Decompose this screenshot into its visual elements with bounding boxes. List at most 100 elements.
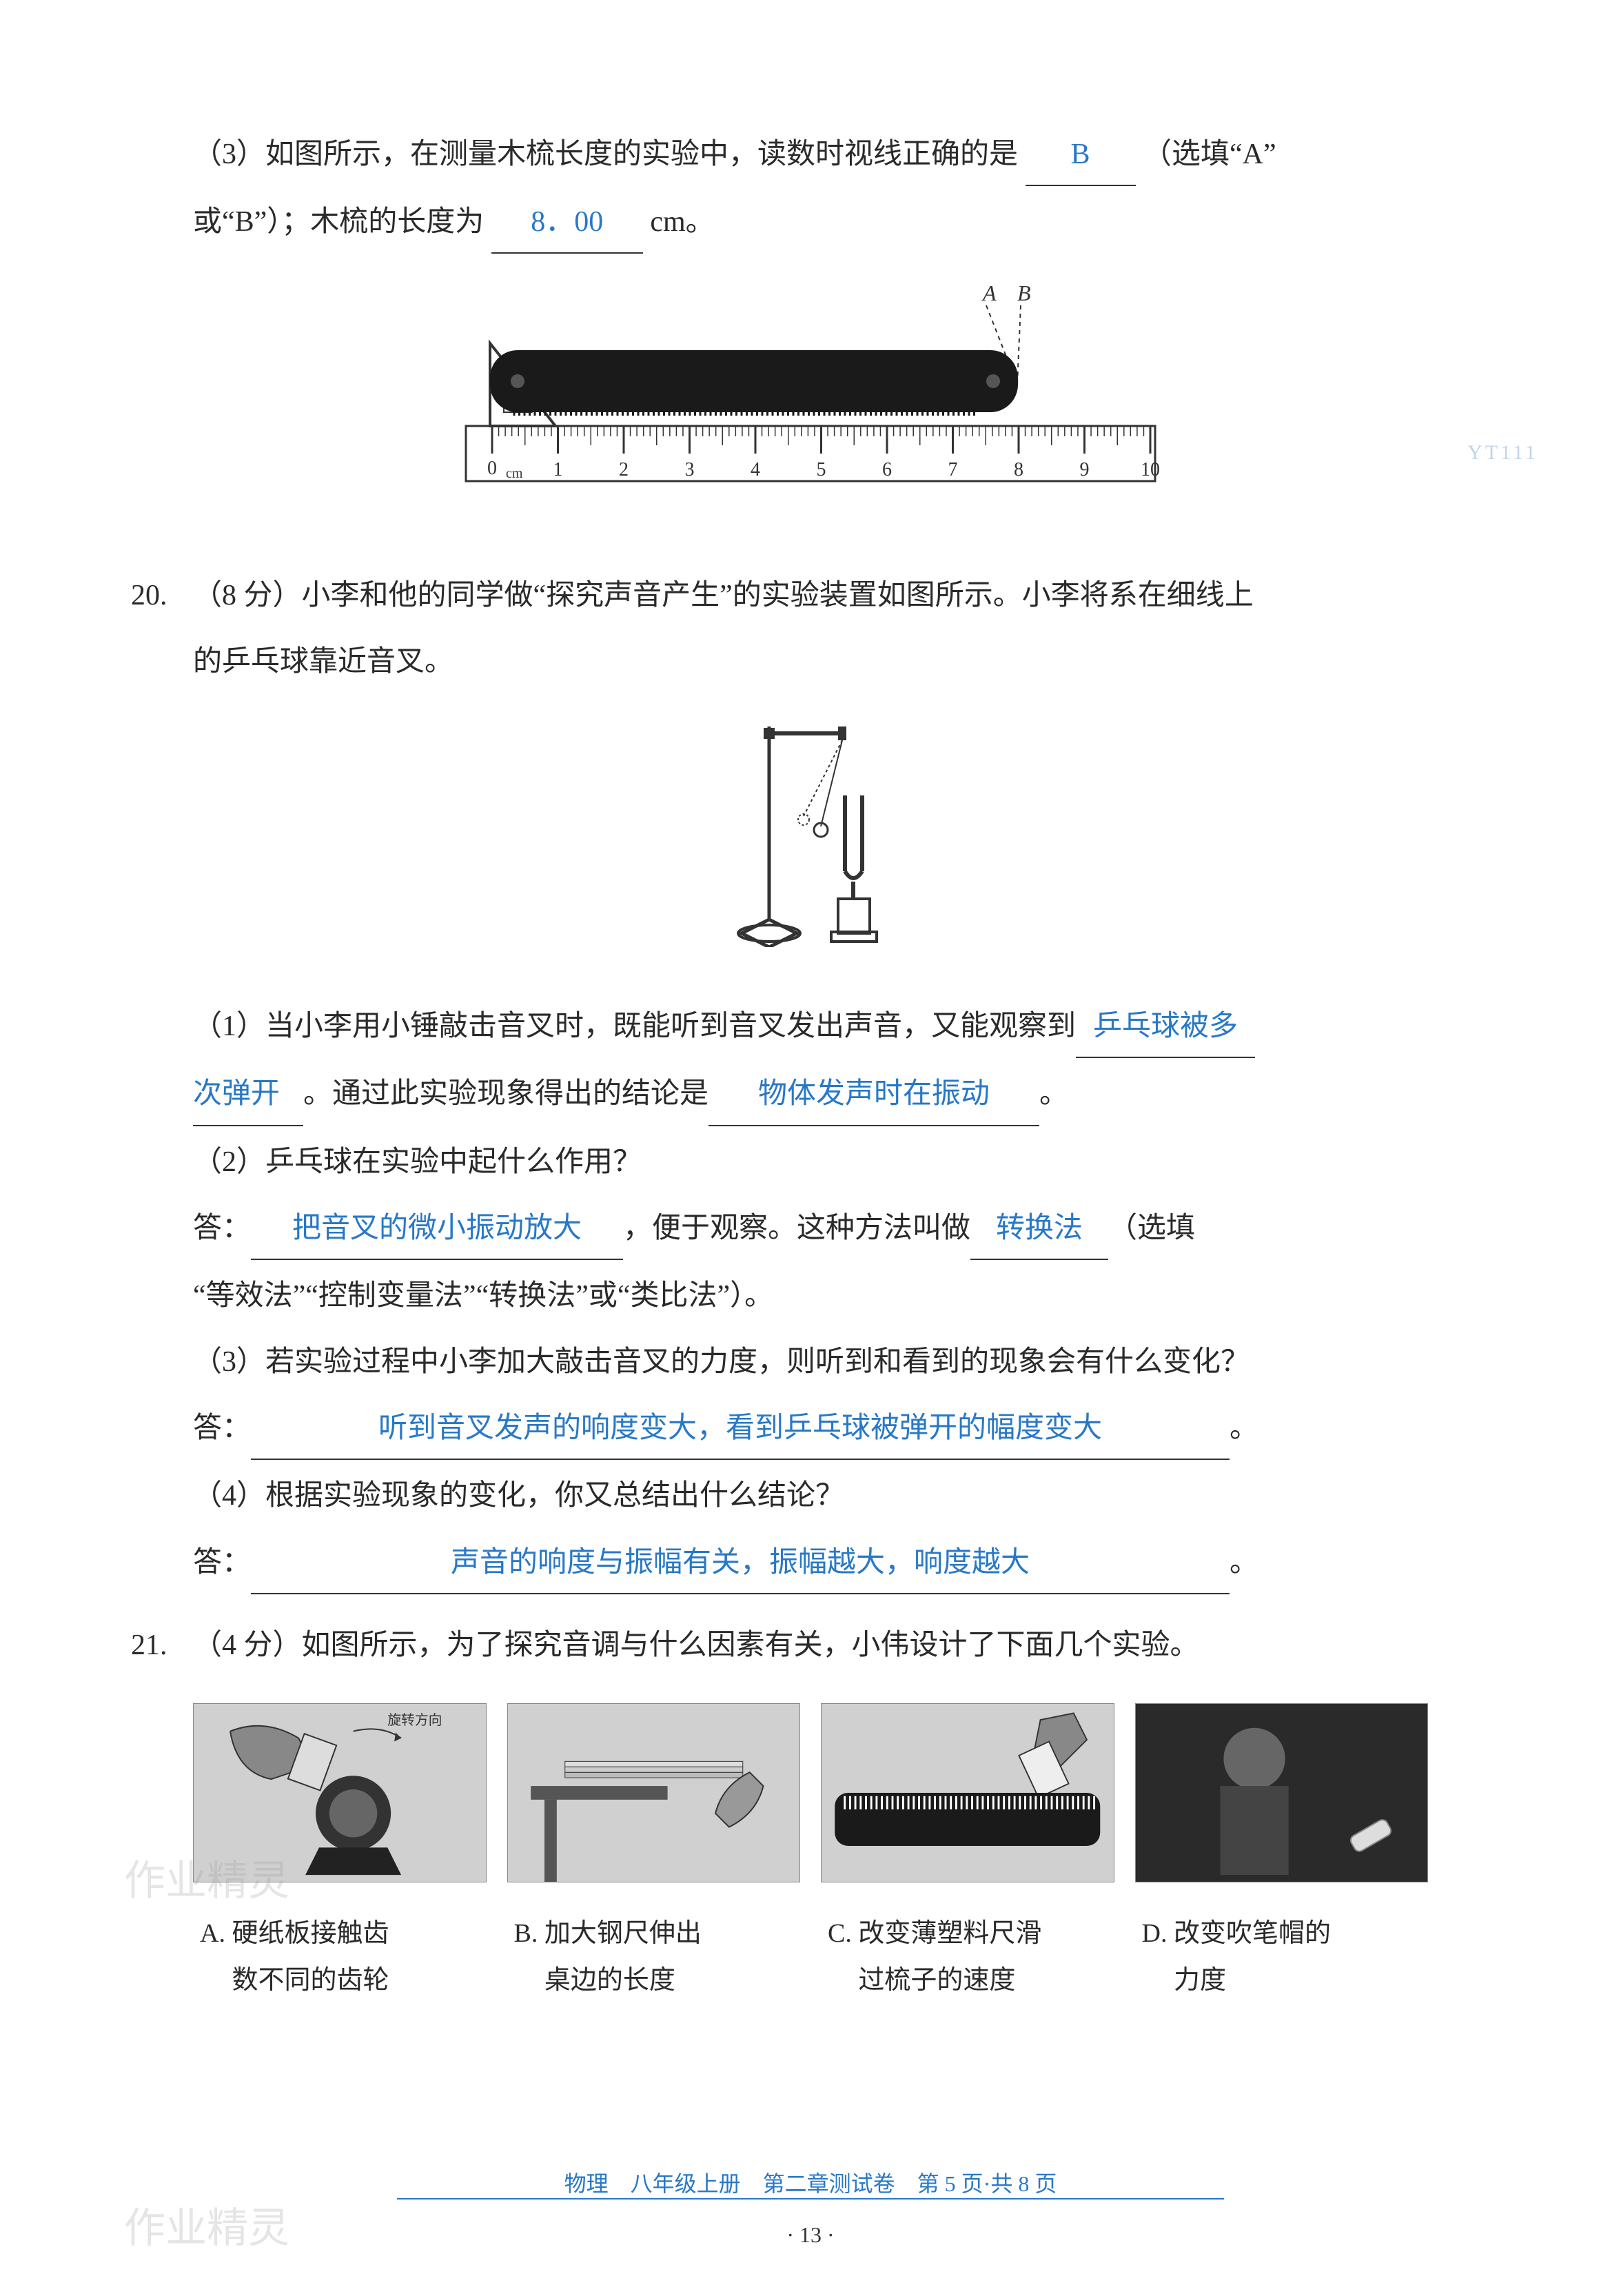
svg-text:1: 1 [553, 459, 563, 480]
q20-p2: （2）乒乓球在实验中起什么作用？ [193, 1132, 1428, 1192]
q20-p4-after: 。 [1230, 1547, 1258, 1578]
tuning-fork-svg [721, 713, 900, 947]
svg-text:8: 8 [1014, 459, 1023, 480]
exp-d-l1: 改变吹笔帽的 [1174, 1919, 1331, 1948]
q19-3-text-mid: （选填“A” [1143, 139, 1276, 170]
exp-b-img [507, 1703, 801, 1882]
svg-text:4: 4 [751, 459, 760, 480]
exp-c-l1: 改变薄塑料尺滑 [858, 1919, 1041, 1948]
exp-a-l2: 数不同的齿轮 [232, 1966, 389, 1995]
q21-intro-text: 如图所示，为了探究音调与什么因素有关，小伟设计了下面几个实验。 [302, 1629, 1199, 1661]
q20-p2-mid: ，便于观察。这种方法叫做 [623, 1212, 970, 1244]
exp-a-key: A. [200, 1919, 225, 1948]
footer-line [397, 2198, 1224, 2200]
q19-3-answer2: 8．00 [491, 192, 643, 254]
experiment-images: 旋转方向 [193, 1703, 1428, 1896]
q20-p3-ans-line: 答：听到音叉发声的响度变大，看到乒乓球被弹开的幅度变大。 [193, 1398, 1428, 1460]
q20-p4: （4）根据实验现象的变化，你又总结出什么结论？ [193, 1465, 1428, 1526]
exp-b [507, 1703, 801, 1896]
q20-intro-line1: 20.（8 分）小李和他的同学做“探究声音产生”的实验装置如图所示。小李将系在细… [193, 565, 1428, 626]
svg-text:9: 9 [1080, 459, 1090, 480]
ruler-svg: A B 1 2 3 4 5 6 7 8 9 10 0 cm [452, 281, 1169, 502]
exp-a-l1: 硬纸板接触齿 [232, 1919, 389, 1948]
q19-3: （3）如图所示，在测量木梳长度的实验中，读数时视线正确的是 B （选填“A” 或… [193, 124, 1428, 254]
exp-d-img [1135, 1703, 1429, 1882]
watermark-1: 作业精灵 [124, 1847, 289, 1907]
q20-p3-ans-label: 答： [193, 1412, 251, 1444]
q20-intro1: 小李和他的同学做“探究声音产生”的实验装置如图所示。小李将系在细线上 [302, 580, 1254, 611]
experiment-labels: A. 硬纸板接触齿 A. 数不同的齿轮 B. 加大钢尺伸出 B. 桌边的长度 C… [193, 1910, 1428, 2004]
q20: 20.（8 分）小李和他的同学做“探究声音产生”的实验装置如图所示。小李将系在细… [193, 565, 1428, 1594]
q20-points: （8 分） [193, 580, 302, 611]
q20-p3-after: 。 [1230, 1412, 1258, 1444]
exp-b-l2: 桌边的长度 [544, 1966, 675, 1995]
q20-p2-ans2: 转换法 [970, 1198, 1108, 1260]
q20-p4-ans-label: 答： [193, 1547, 251, 1578]
q19-3-line2: 或“B”）；木梳的长度为 8．00 cm。 [193, 192, 1428, 254]
q19-3-answer1: B [1026, 124, 1136, 186]
svg-text:7: 7 [948, 459, 958, 480]
svg-text:A: A [981, 281, 997, 305]
q21: 21.（4 分）如图所示，为了探究音调与什么因素有关，小伟设计了下面几个实验。 … [193, 1615, 1428, 2004]
svg-text:cm: cm [506, 466, 523, 481]
q20-p1-mid: 。通过此实验现象得出的结论是 [303, 1078, 708, 1110]
q19-3-line2-before: 或“B”）；木梳的长度为 [193, 206, 484, 238]
exp-c-key: C. [828, 1919, 852, 1948]
q19-3-text-before: （3）如图所示，在测量木梳长度的实验中，读数时视线正确的是 [193, 139, 1018, 170]
exp-d-l2: 力度 [1174, 1966, 1226, 1995]
q20-p4-text: （4）根据实验现象的变化，你又总结出什么结论？ [193, 1480, 844, 1512]
svg-text:3: 3 [685, 459, 695, 480]
q19-3-unit: cm。 [650, 206, 714, 238]
side-mark: YT111 [1467, 441, 1538, 465]
exp-c-l2: 过梳子的速度 [858, 1966, 1015, 1995]
q20-p1-line1: （1）当小李用小锤敲击音叉时，既能听到音叉发出声音，又能观察到乒乓球被多 [193, 996, 1428, 1058]
svg-text:B: B [1017, 281, 1031, 305]
q20-intro2: 的乒乓球靠近音叉。 [193, 646, 453, 678]
q20-p2-after: （选填 [1108, 1212, 1195, 1244]
exp-b-key: B. [514, 1919, 538, 1948]
svg-text:5: 5 [817, 459, 826, 480]
exp-c-img [821, 1703, 1114, 1882]
document-content: （3）如图所示，在测量木梳长度的实验中，读数时视线正确的是 B （选填“A” 或… [193, 124, 1428, 2004]
q20-p3-text: （3）若实验过程中小李加大敲击音叉的力度，则听到和看到的现象会有什么变化？ [193, 1346, 1250, 1378]
svg-text:10: 10 [1141, 459, 1160, 480]
q20-p2-text: （2）乒乓球在实验中起什么作用？ [193, 1146, 642, 1178]
q20-p1-ans1: 乒乓球被多 [1076, 996, 1255, 1058]
footer: 物理 八年级上册 第二章测试卷 第 5 页·共 8 页 [0, 2166, 1621, 2206]
q20-p2-ans: 把音叉的微小振动放大 [251, 1198, 623, 1260]
q20-p2-ans-label: 答： [193, 1212, 251, 1244]
q20-num: 20. [131, 565, 193, 626]
svg-text:2: 2 [619, 459, 629, 480]
q20-p4-ans-line: 答：声音的响度与振幅有关，振幅越大，响度越大。 [193, 1532, 1428, 1594]
q20-p1-after: 。 [1039, 1078, 1068, 1110]
q20-p2-line2: “等效法”“控制变量法”“转换法”或“类比法”）。 [193, 1266, 1428, 1326]
tuning-fork-figure [193, 713, 1428, 968]
svg-text:旋转方向: 旋转方向 [387, 1713, 442, 1728]
footer-text: 物理 八年级上册 第二章测试卷 第 5 页·共 8 页 [0, 2166, 1621, 2198]
q20-p1-ans1-cont: 次弹开 [193, 1064, 303, 1126]
exp-d [1135, 1703, 1429, 1896]
exp-c [821, 1703, 1114, 1896]
q20-p1-line2: 次弹开。通过此实验现象得出的结论是物体发声时在振动。 [193, 1064, 1428, 1126]
ruler-figure: A B 1 2 3 4 5 6 7 8 9 10 0 cm [193, 281, 1428, 523]
q19-3-line1: （3）如图所示，在测量木梳长度的实验中，读数时视线正确的是 B （选填“A” [193, 124, 1428, 186]
exp-b-l1: 加大钢尺伸出 [544, 1919, 702, 1948]
page-number: · 13 · [0, 2222, 1621, 2248]
q21-points: （4 分） [193, 1629, 302, 1661]
svg-text:6: 6 [882, 459, 892, 480]
q20-p1-before: （1）当小李用小锤敲击音叉时，既能听到音叉发出声音，又能观察到 [193, 1010, 1076, 1042]
q20-p3-ans: 听到音叉发声的响度变大，看到乒乓球被弹开的幅度变大 [251, 1398, 1230, 1460]
exp-a-label: A. 硬纸板接触齿 A. 数不同的齿轮 [193, 1910, 487, 2004]
exp-d-key: D. [1142, 1919, 1168, 1948]
q20-p2-line2-text: “等效法”“控制变量法”“转换法”或“类比法”）。 [193, 1280, 773, 1312]
exp-c-label: C. 改变薄塑料尺滑 C. 过梳子的速度 [821, 1910, 1114, 2004]
q20-p4-ans: 声音的响度与振幅有关，振幅越大，响度越大 [251, 1532, 1230, 1594]
exp-b-label: B. 加大钢尺伸出 B. 桌边的长度 [507, 1910, 801, 2004]
q20-p2-ans-line: 答：把音叉的微小振动放大，便于观察。这种方法叫做转换法（选填 [193, 1198, 1428, 1260]
q20-p3: （3）若实验过程中小李加大敲击音叉的力度，则听到和看到的现象会有什么变化？ [193, 1332, 1428, 1392]
q20-p1-ans2: 物体发声时在振动 [708, 1064, 1039, 1126]
exp-d-label: D. 改变吹笔帽的 D. 力度 [1135, 1910, 1429, 2004]
q21-num: 21. [131, 1615, 193, 1676]
q21-intro: 21.（4 分）如图所示，为了探究音调与什么因素有关，小伟设计了下面几个实验。 [193, 1615, 1428, 1676]
svg-text:0: 0 [487, 458, 497, 479]
